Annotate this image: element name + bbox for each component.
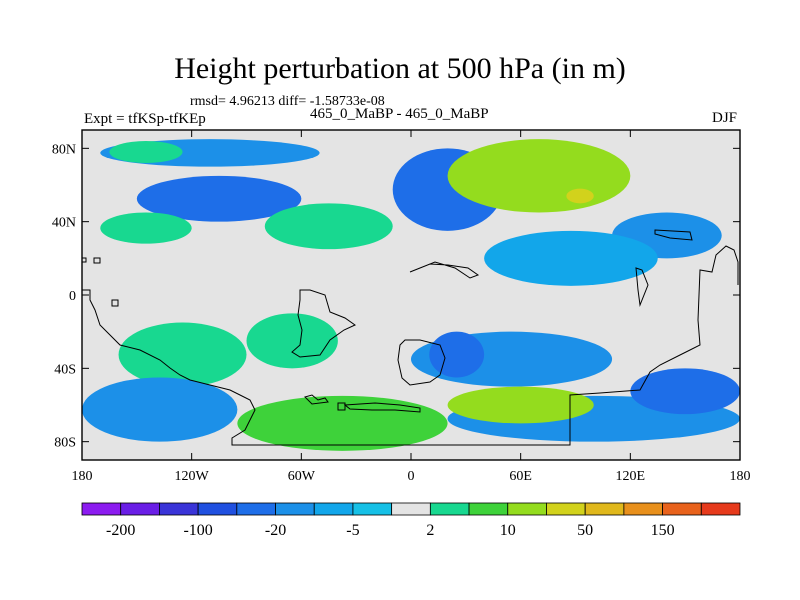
colorbar-swatch: [546, 502, 586, 516]
colorbar-swatch: [236, 502, 276, 516]
colorbar-label: 150: [651, 522, 675, 539]
colorbar-swatch: [623, 502, 663, 516]
colorbar-swatch: [159, 502, 199, 516]
colorbar-swatch: [468, 502, 509, 516]
x-tick-label: 60W: [288, 469, 316, 484]
chart-title: Height perturbation at 500 hPa (in m): [174, 52, 626, 85]
region-south-indian-high: [447, 386, 594, 424]
colorbar-swatch: [197, 502, 238, 516]
colorbar-label: 50: [577, 522, 593, 539]
region-north-pacific-low: [136, 175, 302, 222]
coastline-layer: [82, 229, 739, 446]
region-west-pacific-low: [484, 230, 658, 286]
colorbar-swatch: [662, 502, 702, 516]
y-tick-label: 40N: [52, 216, 76, 231]
region-south-pacific-positive: [118, 322, 247, 387]
region-southern-ocean-low-west: [82, 377, 238, 442]
experiment-label: Expt = tfKSp-tfKEp: [84, 111, 206, 127]
axis-layer: 180 120W 60W 0 60E 120E 180 80N 40N 0 40S 80S: [52, 130, 751, 484]
colorbar-swatch: [429, 502, 470, 516]
region-southern-ocean-positive: [237, 395, 448, 451]
colorbar-swatch: [352, 502, 393, 516]
colorbar-swatch: [313, 502, 354, 516]
y-tick-label: 80N: [52, 142, 76, 157]
region-south-america-positive: [246, 313, 338, 369]
colorbar-swatch: [507, 502, 547, 516]
x-tick-label: 180: [72, 469, 93, 484]
y-tick-label: 0: [69, 289, 76, 304]
y-tick-label: 80S: [54, 436, 76, 451]
colorbar-swatch: [275, 502, 315, 516]
region-central-pacific-positive: [100, 212, 192, 244]
colorbar-label: 2: [426, 522, 434, 539]
colorbar-swatch: [584, 502, 625, 516]
colorbar: -200 -100 -20 -5 2 10 50 150: [81, 502, 741, 539]
colorbar-label: -100: [183, 522, 212, 539]
colorbar-swatch: [391, 502, 431, 516]
colorbar-swatch: [120, 502, 160, 516]
stats-text: rmsd= 4.96213 diff= -1.58733e-08: [190, 94, 385, 109]
colorbar-label: -200: [106, 522, 135, 539]
x-tick-label: 120W: [175, 469, 210, 484]
y-tick-label: 40S: [54, 362, 76, 377]
region-eurasia-high: [447, 139, 631, 213]
region-north-america-positive: [264, 203, 393, 250]
colorbar-label: -20: [265, 522, 286, 539]
colorbar-swatch: [81, 502, 122, 516]
case-label: 465_0_MaBP - 465_0_MaBP: [310, 106, 489, 122]
season-label: DJF: [712, 110, 738, 126]
x-tick-label: 60E: [509, 469, 532, 484]
x-tick-label: 0: [408, 469, 415, 484]
colorbar-label: -5: [346, 522, 359, 539]
region-indian-ocean-low: [429, 331, 485, 378]
region-arctic-positive-west: [109, 141, 183, 163]
x-tick-label: 180: [730, 469, 751, 484]
colorbar-label: 10: [500, 522, 516, 539]
region-eurasia-core: [566, 188, 594, 204]
colorbar-swatch: [700, 502, 741, 516]
x-tick-label: 120E: [616, 469, 646, 484]
region-southeast-pacific-low: [630, 368, 740, 415]
